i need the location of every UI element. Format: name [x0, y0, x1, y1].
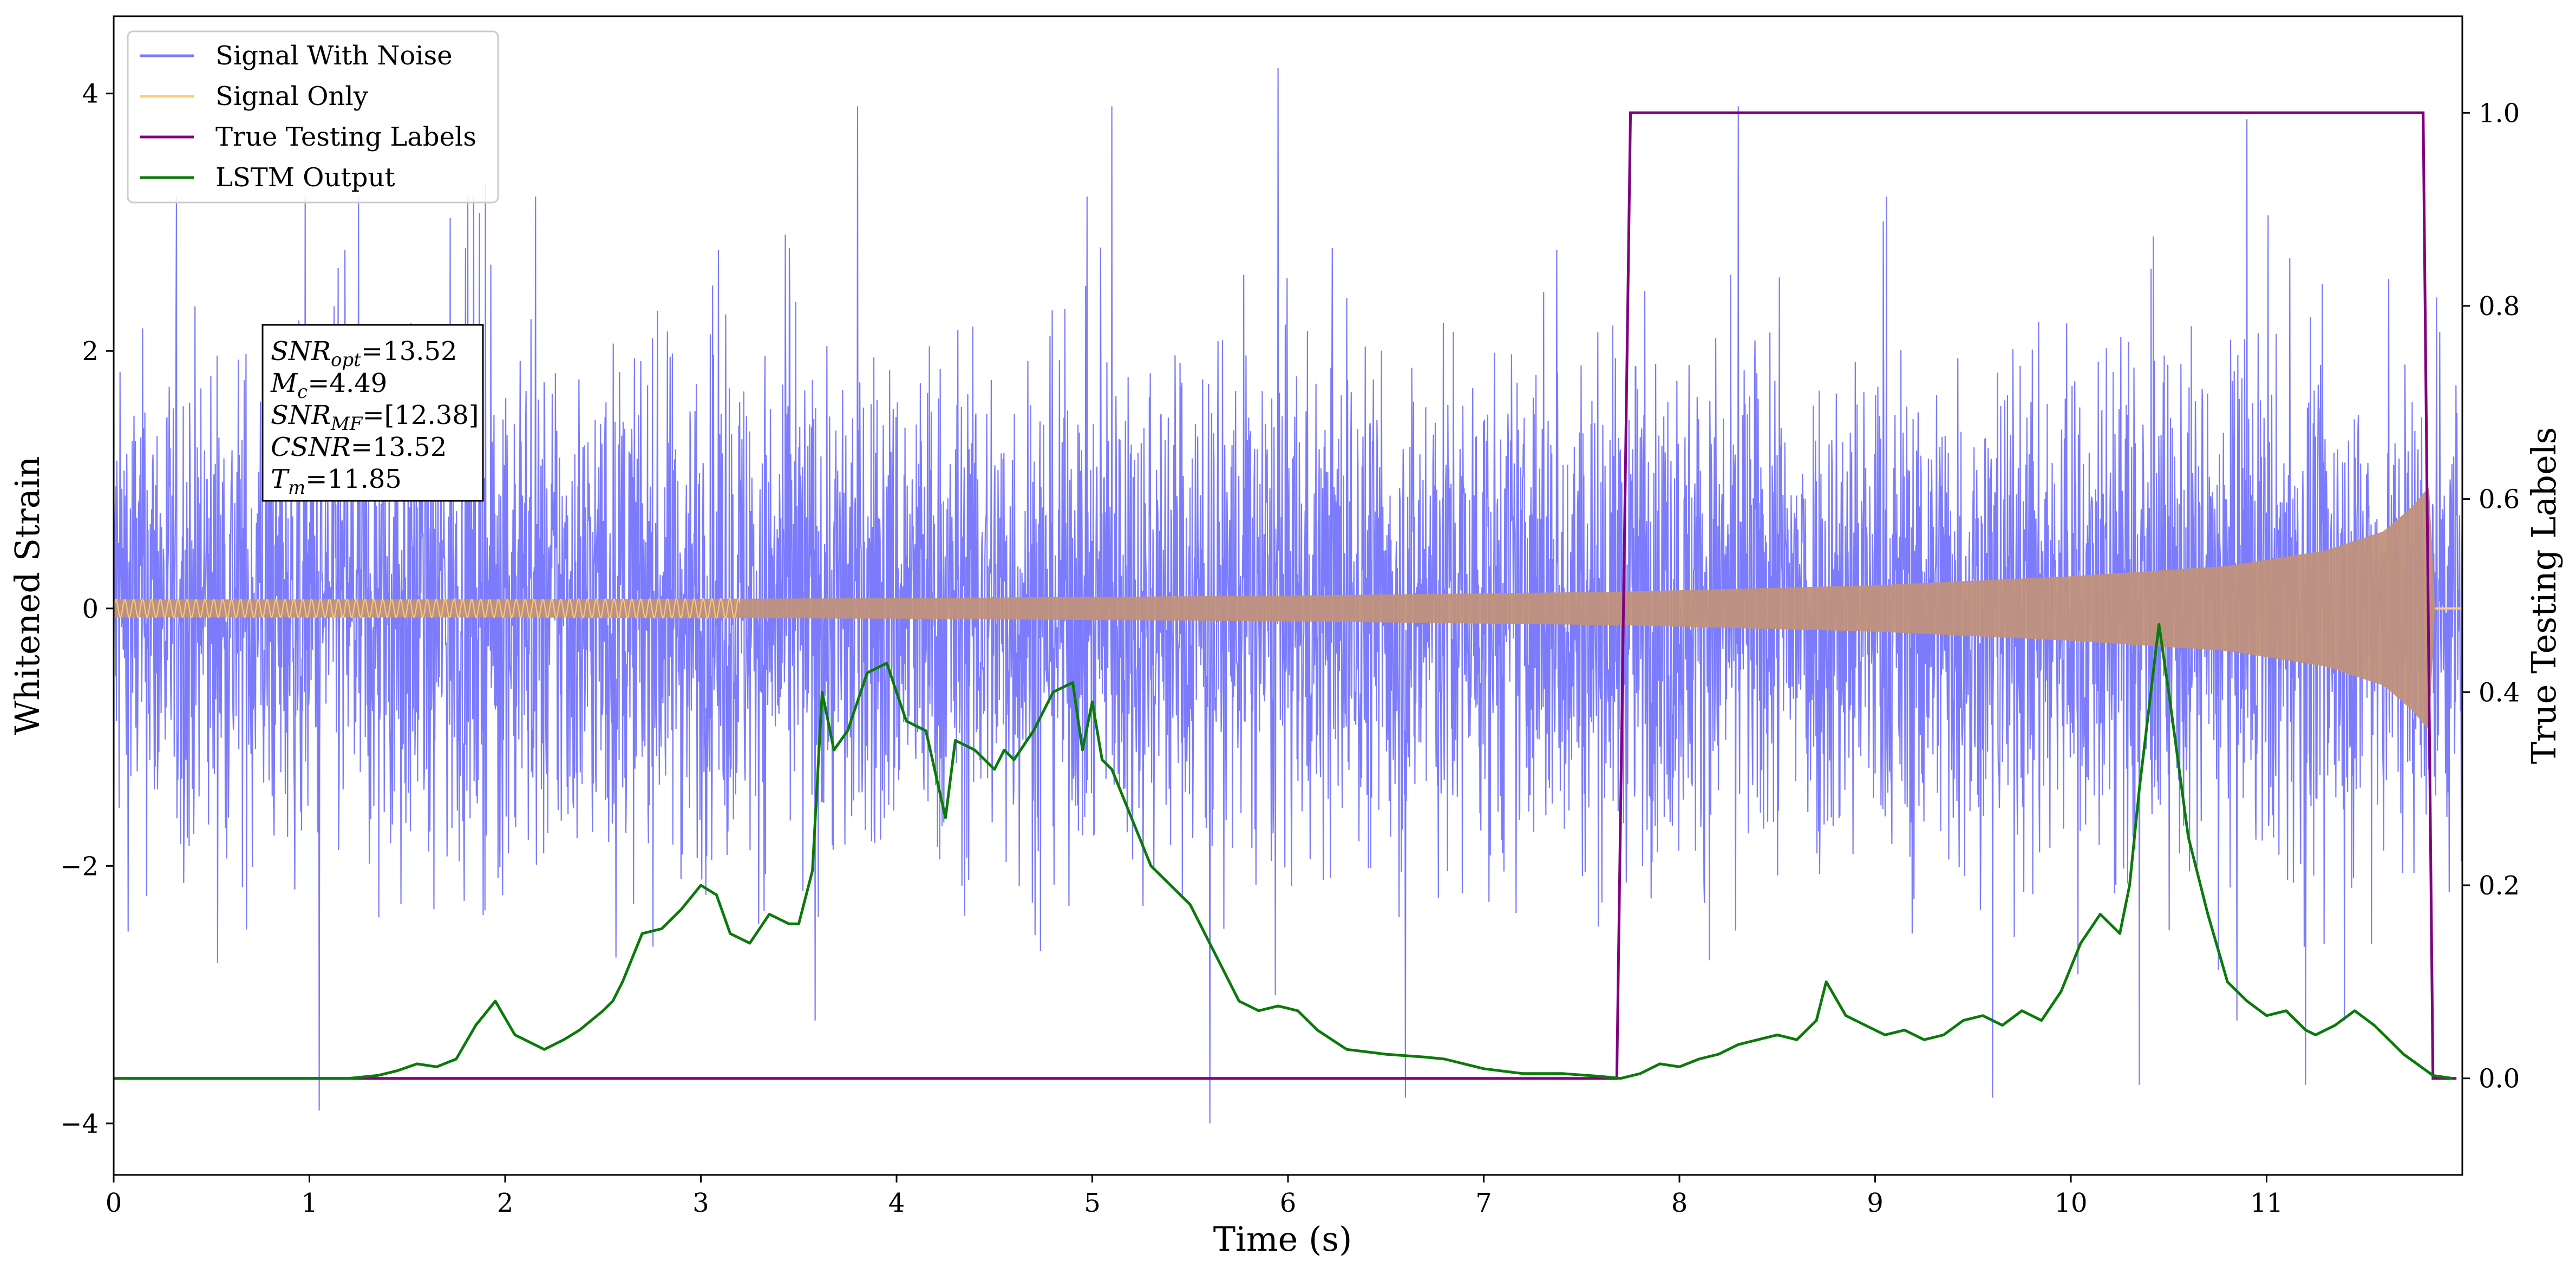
x-tick-label: 8	[1671, 1188, 1688, 1218]
annotation-line: SNRMF=[12.38]	[271, 400, 479, 435]
signal-only-series	[114, 487, 2462, 729]
legend-label: Signal With Noise	[215, 41, 453, 71]
x-tick-label: 10	[2054, 1188, 2087, 1218]
y-right-tick-label: 0.0	[2479, 1064, 2520, 1094]
x-tick-label: 1	[301, 1188, 318, 1218]
true-testing-labels-series	[114, 111, 2457, 1080]
y-left-tick-label: −4	[60, 1109, 99, 1139]
x-tick-label: 4	[888, 1188, 905, 1218]
lstm-output-series	[114, 623, 2453, 1080]
legend-label: True Testing Labels	[215, 122, 476, 152]
x-tick-label: 2	[497, 1188, 514, 1218]
x-axis: 0 1 2 3 4 5 6 7 8 9 10 11	[106, 1175, 2283, 1218]
legend-label: LSTM Output	[215, 162, 395, 193]
true-testing-labels-line	[114, 111, 2457, 1080]
signal-only-envelope	[114, 487, 2435, 729]
annotation-box: SNRopt=13.52Mc=4.49SNRMF=[12.38]CSNR=13.…	[261, 324, 484, 502]
y-right-tick-label: 0.8	[2479, 291, 2520, 322]
x-tick-label: 7	[1475, 1188, 1492, 1218]
signal-only-line	[114, 598, 741, 619]
y-axis-left-title: Whitened Strain	[8, 456, 47, 735]
legend: Signal With Noise Signal Only True Testing…	[127, 30, 499, 204]
signal-with-noise-line	[114, 68, 2462, 1123]
y-axis-right-title: True Testing Labels	[2524, 427, 2564, 765]
x-tick-label: 6	[1280, 1188, 1297, 1218]
y-left-tick-label: 4	[82, 79, 99, 109]
annotation-line: SNRopt=13.52	[271, 336, 457, 371]
x-tick-label: 9	[1867, 1188, 1884, 1218]
legend-label: Signal Only	[215, 81, 368, 112]
x-tick-label: 0	[106, 1188, 122, 1218]
y-right-tick-label: 0.6	[2479, 485, 2520, 515]
annotation-line: CSNR=13.52	[271, 432, 447, 462]
x-axis-title: Time (s)	[1213, 1219, 1352, 1259]
y-right-tick-label: 0.4	[2479, 677, 2520, 708]
y-left-tick-label: 0	[82, 594, 99, 624]
annotation-line: Tm=11.85	[271, 464, 402, 499]
x-tick-label: 3	[692, 1188, 709, 1218]
y-right-tick-label: 0.2	[2479, 871, 2520, 901]
y-left-tick-label: 2	[82, 336, 99, 367]
y-axis-right: 0.0 0.2 0.4 0.6 0.8 1.0	[2462, 98, 2520, 1094]
y-right-tick-label: 1.0	[2479, 98, 2520, 128]
lstm-output-line	[114, 623, 2453, 1080]
signal-with-noise-series	[114, 68, 2462, 1123]
x-tick-label: 5	[1084, 1188, 1101, 1218]
annotation-line: Mc=4.49	[270, 368, 387, 403]
y-axis-left: −4 −2 0 2 4	[60, 79, 114, 1139]
y-left-tick-label: −2	[60, 851, 99, 881]
x-tick-label: 11	[2250, 1188, 2283, 1218]
